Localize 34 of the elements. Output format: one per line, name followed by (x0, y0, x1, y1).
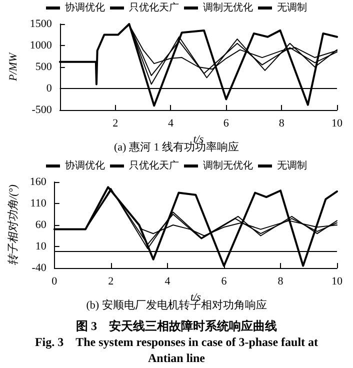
y-tick-label: -500 (32, 104, 52, 116)
caption: Fig. 3 The system responses in case of 3-phase fault at Antian line (34, 334, 320, 366)
legend-label: 无调制 (277, 160, 307, 172)
legend-label: 调制无优化 (203, 160, 253, 172)
legend-label: 只优化天广 (129, 160, 179, 172)
y-tick-label: 10 (35, 240, 47, 252)
y-tick-label: 1000 (30, 40, 52, 52)
text: (b) 安顺电厂发电机转子相对功角响应 (86, 298, 267, 312)
y-tick-label: 0 (46, 82, 52, 94)
legend-label: 协调优化 (65, 2, 105, 14)
caption: 图 3 安天线三相故障时系统响应曲线 (75, 318, 278, 334)
x-tick-label: 6 (223, 118, 230, 130)
x-tick-label: 6 (221, 276, 228, 288)
x-tick-label: 4 (168, 118, 174, 130)
y-tick-label: 60 (35, 219, 47, 231)
y-tick-label: 500 (35, 61, 52, 73)
y-tick-label: 1500 (30, 18, 52, 30)
y-tick-label: -40 (32, 262, 47, 274)
x-tick-label: 8 (278, 276, 284, 288)
legend-label: 只优化天广 (129, 2, 179, 14)
legend-label: 无调制 (277, 2, 307, 14)
y-axis-title: 转子相对功角/(°) (6, 184, 20, 266)
x-tick-label: 4 (164, 276, 171, 288)
legend-label: 协调优化 (65, 160, 105, 172)
text: (a) 惠河 1 线有功功率响应 (114, 140, 239, 154)
legend-label: 调制无优化 (203, 2, 253, 14)
x-tick-label: 10 (332, 118, 343, 130)
y-tick-label: 160 (30, 176, 47, 188)
y-axis-title: P/MW (8, 52, 20, 82)
x-tick-label: 10 (332, 276, 343, 288)
x-tick-label: 8 (278, 118, 285, 130)
x-tick-label: 2 (112, 118, 118, 130)
y-tick-label: 110 (30, 198, 47, 210)
x-tick-label: 2 (108, 276, 114, 288)
